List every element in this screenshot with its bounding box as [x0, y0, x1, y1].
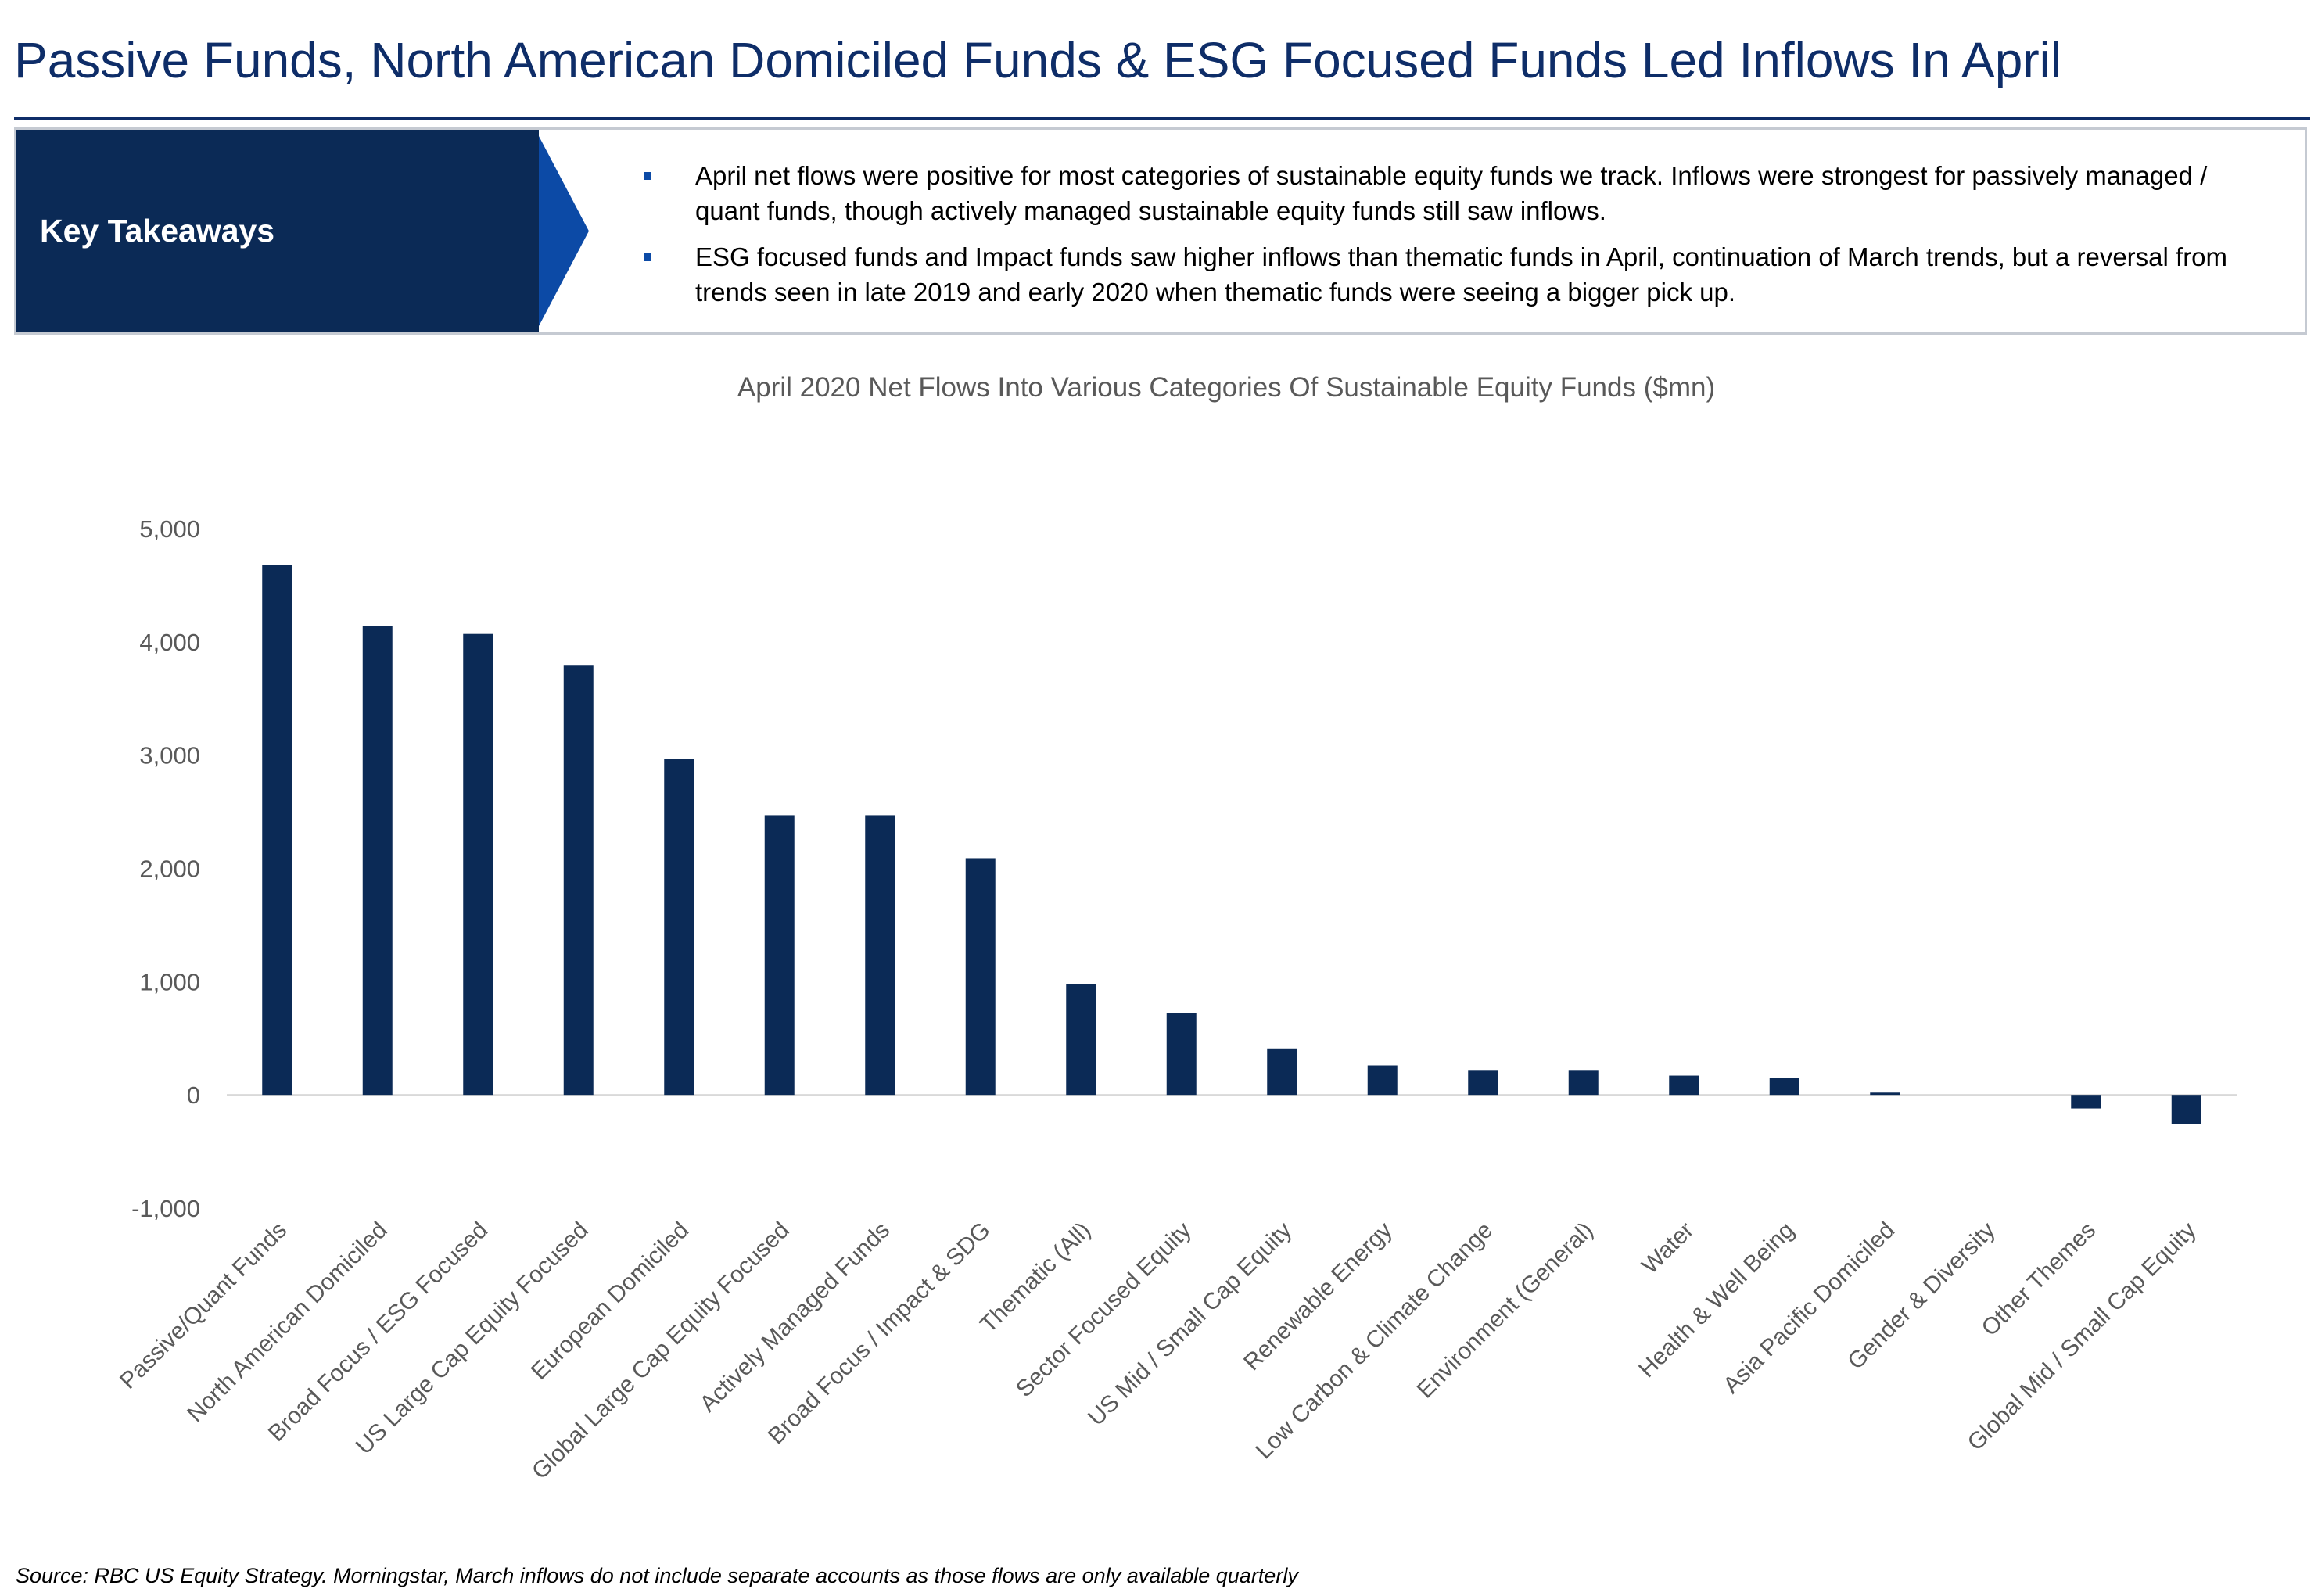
x-tick-label: Actively Managed Funds: [695, 1218, 895, 1418]
square-bullet-icon: [644, 253, 651, 261]
source-note: Source: RBC US Equity Strategy. Mornings…: [16, 1564, 1298, 1587]
bar: [1267, 1048, 1297, 1096]
y-axis: 5,000 4,000 3,000 2,000 1,000 0 -1,000: [131, 515, 2237, 1222]
y-tick-label: 5,000: [139, 515, 200, 543]
net-flows-bar-chart: April 2020 Net Flows Into Various Catego…: [115, 372, 2237, 1485]
x-tick-label: Environment (General): [1412, 1218, 1599, 1404]
bar: [1066, 984, 1096, 1096]
key-takeaways-panel: Key Takeaways April net flows were posit…: [14, 127, 2307, 335]
page-title: Passive Funds, North American Domiciled …: [14, 32, 2062, 88]
bar: [865, 815, 895, 1096]
takeaway-text: ESG focused funds and Impact funds saw h…: [695, 242, 2228, 307]
bar: [262, 565, 292, 1096]
chart-title: April 2020 Net Flows Into Various Catego…: [737, 372, 1715, 403]
bar: [764, 815, 795, 1096]
bar: [463, 633, 493, 1096]
y-tick-label: 2,000: [139, 855, 200, 883]
bar: [362, 626, 393, 1096]
bar: [1870, 1092, 1900, 1096]
bar: [1468, 1070, 1498, 1096]
takeaway-item: ESG focused funds and Impact funds saw h…: [626, 239, 2277, 310]
bar: [2071, 1095, 2101, 1109]
square-bullet-icon: [644, 172, 651, 180]
y-tick-label: 1,000: [139, 968, 200, 995]
key-takeaways-heading: Key Takeaways: [40, 213, 275, 249]
x-tick-label: Water: [1637, 1218, 1699, 1279]
bar: [2171, 1095, 2201, 1124]
takeaway-item: April net flows were positive for most c…: [626, 158, 2277, 228]
takeaways-list: April net flows were positive for most c…: [626, 158, 2277, 321]
x-tick-label: North American Domiciled: [182, 1218, 393, 1428]
y-tick-label: -1,000: [131, 1195, 200, 1222]
chevron-right-icon: [539, 130, 595, 332]
bar: [1769, 1078, 1800, 1096]
x-tick-label: Broad Focus / ESG Focused: [264, 1218, 493, 1447]
bar: [1166, 1013, 1197, 1096]
title-divider: [14, 117, 2310, 120]
x-tick-label: Sector Focused Equity: [1011, 1218, 1197, 1403]
bars-group: [262, 565, 2201, 1124]
y-tick-label: 0: [187, 1081, 200, 1109]
bar: [1367, 1065, 1398, 1096]
bar: [563, 665, 594, 1096]
takeaway-text: April net flows were positive for most c…: [695, 161, 2208, 225]
bar: [1669, 1075, 1699, 1096]
bar: [664, 759, 694, 1096]
x-tick-label: Asia Pacific Domiciled: [1718, 1218, 1900, 1399]
y-tick-label: 4,000: [139, 629, 200, 656]
bar: [965, 858, 996, 1096]
y-tick-label: 3,000: [139, 742, 200, 769]
key-takeaways-label: Key Takeaways: [16, 130, 539, 332]
x-tick-label: Passive/Quant Funds: [115, 1218, 292, 1394]
bar: [1568, 1070, 1599, 1096]
x-tick-label: Broad Focus / Impact & SDG: [763, 1218, 996, 1450]
x-tick-label: US Mid / Small Cap Equity: [1083, 1218, 1297, 1431]
